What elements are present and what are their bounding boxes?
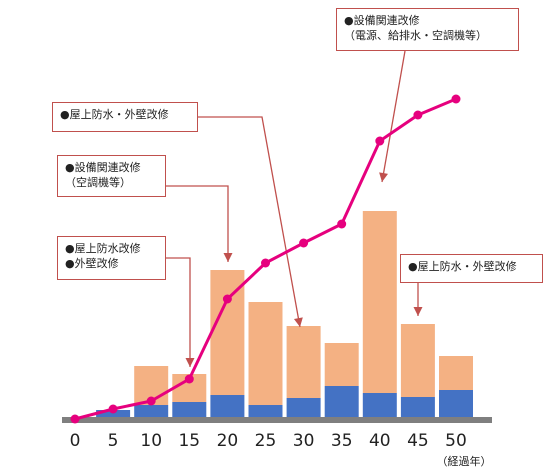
bar-bottom-segment — [134, 405, 169, 419]
callout-line: ●設備関連改修 — [65, 161, 141, 174]
bar-top-segment — [439, 356, 473, 390]
line-point — [222, 294, 232, 304]
line-point — [451, 94, 461, 104]
x-tick-label: 25 — [255, 431, 277, 451]
x-tick-label: 45 — [407, 431, 429, 451]
x-axis-baseline — [62, 417, 492, 423]
x-axis-unit-label: （経過年） — [437, 454, 492, 468]
line-point — [413, 110, 423, 120]
bar-bottom-segment — [248, 405, 283, 419]
x-tick-label: 35 — [331, 431, 353, 451]
x-tick-label: 50 — [445, 431, 467, 451]
bars-group — [96, 211, 473, 419]
x-tick-label: 0 — [70, 431, 81, 451]
leader-arrowhead — [379, 172, 388, 182]
bar-top-segment — [324, 343, 359, 386]
leader-line — [166, 185, 229, 262]
callout-line: （電源、給排水・空調機等） — [344, 29, 487, 42]
leader-arrowhead — [413, 307, 423, 316]
bar-top-segment — [362, 211, 397, 393]
line-point — [146, 396, 156, 406]
bar-bottom-segment — [362, 393, 397, 419]
line-point — [375, 136, 385, 146]
callout-leader-lines — [166, 50, 423, 367]
callout-roof-and-wall-renovation: ●屋上防水改修 ●外壁改修 — [57, 236, 166, 280]
x-tick-label: 5 — [108, 431, 119, 451]
callout-line: ●屋上防水・外壁改修 — [60, 108, 169, 121]
line-point — [337, 219, 347, 229]
callout-equipment-renovation-2: ●設備関連改修 （電源、給排水・空調機等） — [336, 8, 519, 51]
line-point — [299, 238, 309, 248]
bar-bottom-segment — [286, 398, 321, 419]
x-tick-label: 10 — [140, 431, 162, 451]
leader-arrowhead — [223, 253, 233, 262]
x-tick-label: 30 — [293, 431, 315, 451]
bar-top-segment — [248, 302, 283, 405]
line-point — [108, 404, 118, 414]
bar-bottom-segment — [96, 410, 131, 419]
x-tick-label: 15 — [178, 431, 200, 451]
line-point — [261, 258, 270, 268]
x-tick-labels: 0 5 10 15 20 25 30 35 40 45 50 — [70, 431, 467, 451]
x-tick-label: 20 — [217, 431, 239, 451]
callout-equipment-renovation-1: ●設備関連改修 （空調機等） — [57, 155, 166, 197]
bar-top-segment — [210, 270, 245, 395]
bar-top-segment — [286, 326, 321, 398]
callout-line: ●屋上防水改修 — [65, 242, 141, 255]
leader-line — [381, 50, 406, 183]
bar-top-segment — [400, 324, 435, 397]
callout-roof-wall-renovation-1: ●屋上防水・外壁改修 — [52, 102, 198, 132]
bar-bottom-segment — [210, 395, 245, 419]
line-point — [70, 414, 80, 424]
callout-line: ●設備関連改修 — [344, 14, 420, 27]
leader-line — [198, 116, 301, 328]
callout-line: ●屋上防水・外壁改修 — [408, 260, 517, 273]
leader-arrowhead — [293, 317, 303, 327]
bar-bottom-segment — [400, 397, 435, 419]
bar-bottom-segment — [172, 402, 207, 419]
x-tick-label: 40 — [369, 431, 391, 451]
leader-arrowhead — [185, 358, 195, 367]
bar-bottom-segment — [324, 386, 359, 419]
callout-line: ●外壁改修 — [65, 257, 119, 270]
line-point — [184, 374, 194, 384]
bar-bottom-segment — [439, 390, 473, 419]
callout-line: （空調機等） — [65, 176, 131, 189]
cumulative-line-group — [70, 94, 461, 424]
callout-roof-wall-renovation-2: ●屋上防水・外壁改修 — [400, 254, 543, 283]
leader-line — [166, 257, 191, 367]
